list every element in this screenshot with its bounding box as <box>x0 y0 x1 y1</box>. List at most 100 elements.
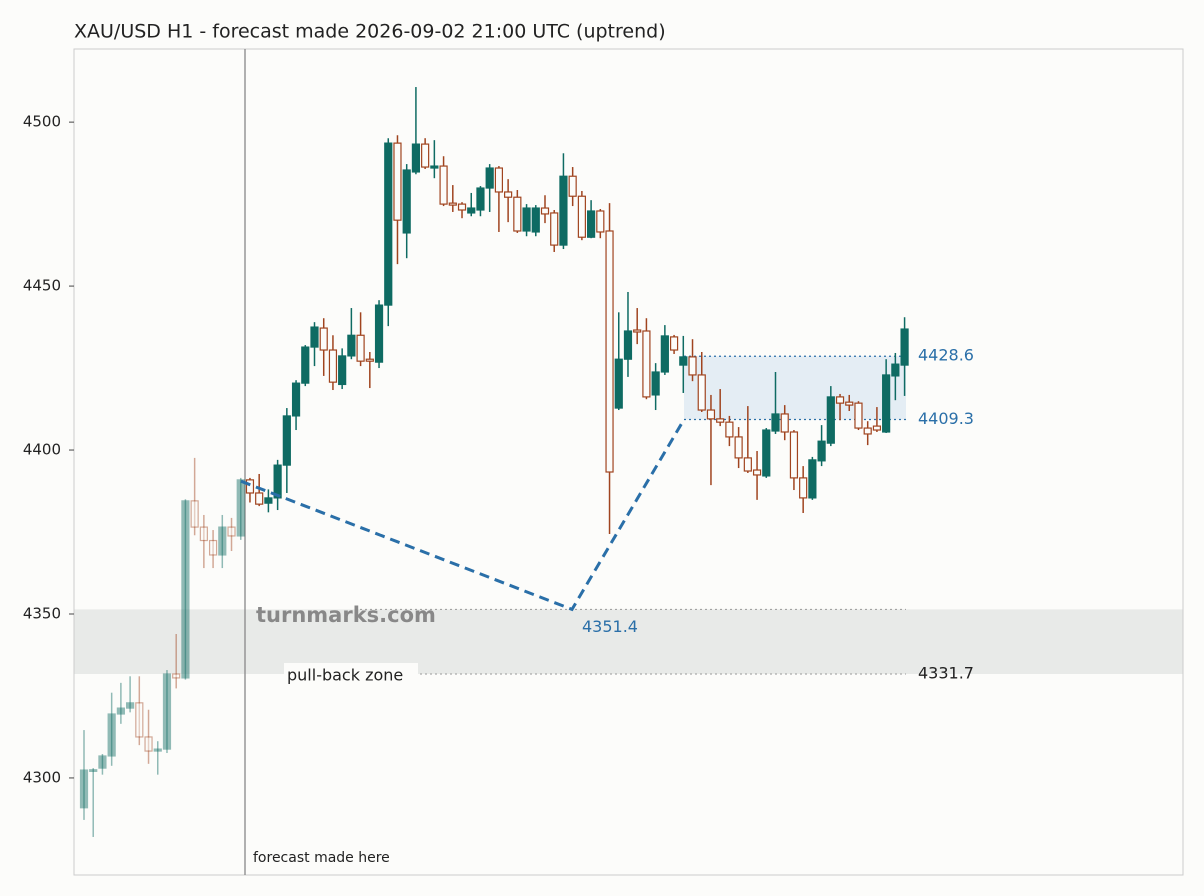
pullback-label-bg <box>284 662 418 685</box>
y-tick-label: 4400 <box>23 441 61 459</box>
candle-body <box>808 459 817 499</box>
candle-body <box>845 401 854 406</box>
candle-body <box>891 363 900 377</box>
candle-body <box>697 374 706 411</box>
candle-body <box>614 358 623 409</box>
candle-body <box>771 413 780 432</box>
candle-body <box>347 334 356 357</box>
candle-body <box>384 142 393 306</box>
candle-body <box>457 203 467 211</box>
plot-frame <box>73 48 1184 876</box>
candle-body <box>863 427 872 435</box>
candle-body <box>789 431 799 479</box>
candle-body <box>467 207 476 214</box>
target-label: 4409.3 <box>918 409 974 428</box>
candle-body <box>743 457 752 472</box>
candle-body <box>900 328 909 366</box>
target-label: 4428.6 <box>918 346 974 365</box>
forecast-low-label: 4351.4 <box>582 617 638 636</box>
candle-body <box>669 336 679 351</box>
candle-body <box>799 477 808 499</box>
chart-title: XAU/USD H1 - forecast made 2026-09-02 21… <box>74 21 666 43</box>
candle-body <box>725 421 734 438</box>
candle-body <box>282 415 291 466</box>
candle-body <box>135 702 144 738</box>
candle-body <box>623 330 633 360</box>
candle-body <box>522 207 531 232</box>
candle-body <box>882 374 891 433</box>
candle-body <box>199 526 208 542</box>
candle-body <box>854 402 863 429</box>
candle-body <box>716 418 725 423</box>
candle-body <box>116 707 125 715</box>
candle-body <box>328 349 338 383</box>
candle-body <box>734 436 743 459</box>
candle-body <box>310 326 319 348</box>
candle-body <box>439 165 448 205</box>
watermark: turnmarks.com <box>256 603 436 627</box>
y-tick-label: 4450 <box>23 277 61 295</box>
candle-body <box>144 736 153 752</box>
candle-body <box>752 469 762 476</box>
candle-body <box>605 230 614 473</box>
candle-body <box>688 356 697 376</box>
candle-body <box>448 202 457 206</box>
candle-body <box>227 526 236 537</box>
candle-body <box>596 210 605 233</box>
candle-body <box>236 479 245 537</box>
candle-body <box>540 207 550 215</box>
candle-body <box>513 196 522 232</box>
candle-body <box>586 210 596 238</box>
candle-body <box>679 356 688 366</box>
candle-body <box>374 304 384 363</box>
candle-body <box>494 167 503 193</box>
candle-body <box>430 165 439 169</box>
forecast-label: forecast made here <box>253 850 390 866</box>
candle-body <box>181 500 190 679</box>
candle-body <box>255 492 264 505</box>
candle-body <box>393 142 402 221</box>
candle-body <box>190 500 199 528</box>
forecast-path <box>240 418 686 612</box>
candle-body <box>301 346 310 384</box>
candle-body <box>550 212 559 246</box>
candle-body <box>780 413 789 433</box>
candle-body <box>89 769 98 772</box>
candle-body <box>872 425 882 431</box>
pullback-label: pull-back zone <box>287 665 403 684</box>
candle-body <box>706 409 716 420</box>
candle-body <box>291 382 301 417</box>
y-tick-label: 4300 <box>23 768 61 786</box>
candle-body <box>531 207 540 233</box>
candle-body <box>817 440 826 462</box>
candle-body <box>356 334 365 362</box>
candle-body <box>568 175 577 197</box>
candle-body <box>79 769 89 809</box>
candle-body <box>504 191 513 198</box>
candle-body <box>835 396 845 404</box>
candle-body <box>208 539 218 556</box>
candle-body <box>107 713 116 757</box>
candle-body <box>642 330 651 398</box>
candle-body <box>421 143 430 168</box>
candle-body <box>476 187 485 211</box>
candle-body <box>485 167 494 189</box>
y-tick-label: 4350 <box>23 604 61 622</box>
candle-body <box>218 526 227 556</box>
candle-body <box>125 702 135 709</box>
candle-body <box>633 329 642 333</box>
candle-body <box>365 358 374 362</box>
candle-body <box>273 464 282 499</box>
candle-body <box>826 396 835 444</box>
candle-body <box>162 673 172 750</box>
candle-body <box>411 143 421 173</box>
candle-body <box>98 755 107 769</box>
candle-body <box>762 429 771 477</box>
pullback-value-label: 4331.7 <box>918 663 974 682</box>
candle-body <box>245 479 255 494</box>
candle-body <box>402 169 411 234</box>
candle-body <box>153 748 162 752</box>
pullback-band <box>74 609 1183 674</box>
